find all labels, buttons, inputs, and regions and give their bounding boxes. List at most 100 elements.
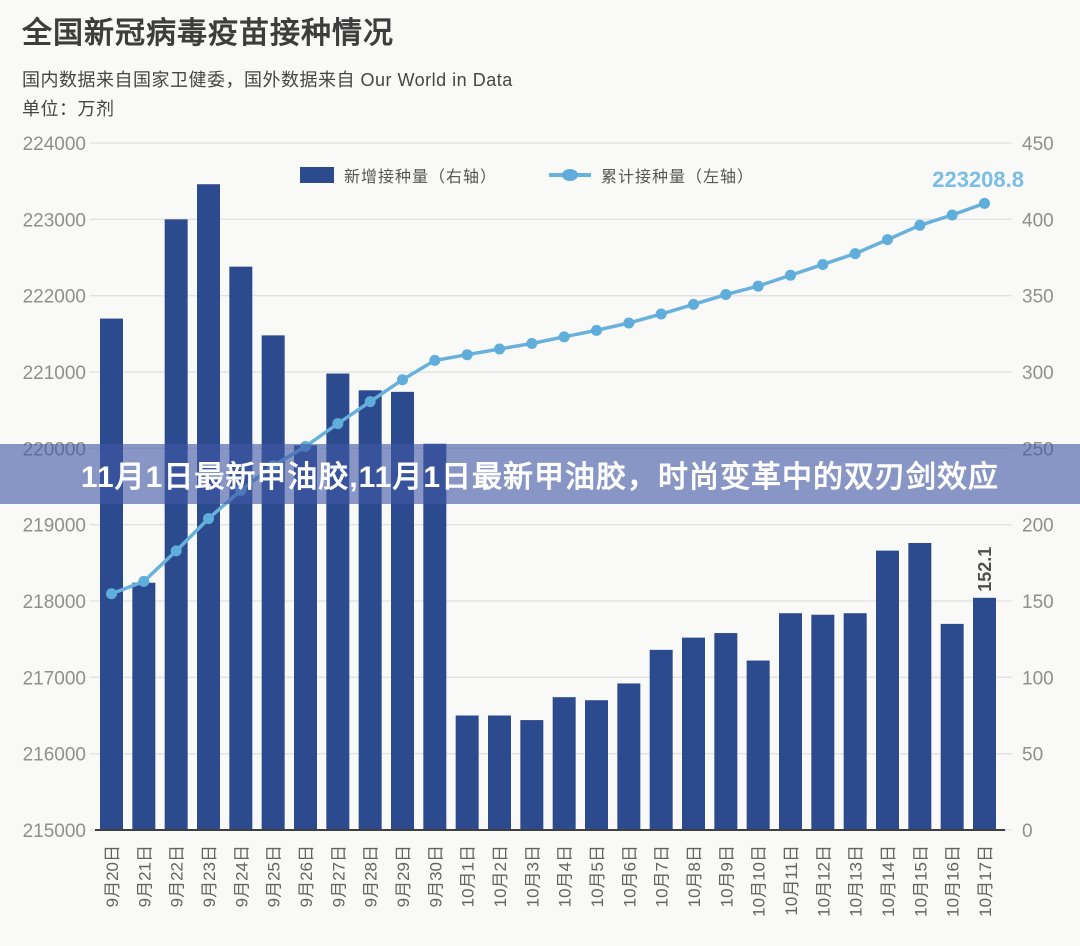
right-axis-tick-label: 450 — [1022, 134, 1054, 155]
line-point-9月20日 — [106, 588, 117, 600]
x-axis-label: 10月8日 — [685, 845, 704, 907]
x-axis-label: 10月15日 — [911, 845, 930, 917]
line-point-10月16日 — [946, 209, 958, 221]
line-point-9月22日 — [170, 545, 182, 557]
line-point-10月10日 — [752, 280, 764, 292]
x-axis-label: 10月14日 — [879, 845, 898, 917]
x-axis-label: 10月5日 — [588, 845, 607, 907]
x-axis-label: 10月17日 — [976, 845, 995, 917]
bar-10月2日 — [488, 715, 511, 830]
x-axis-label: 9月27日 — [329, 845, 348, 907]
line-point-10月13日 — [849, 248, 861, 260]
legend-line-label: 累计接种量（左轴） — [601, 169, 755, 186]
line-point-10月14日 — [882, 234, 893, 246]
line-point-10月7日 — [655, 308, 667, 320]
unit-line: 单位：万剂 — [22, 99, 115, 119]
legend-bar-label: 新增接种量（右轴） — [344, 169, 498, 186]
line-point-9月29日 — [397, 374, 408, 386]
x-axis-label: 10月2日 — [491, 845, 510, 907]
bar-10月4日 — [552, 697, 576, 830]
bar-9月24日 — [229, 266, 253, 830]
line-point-9月27日 — [332, 418, 344, 430]
page-title: 全国新冠病毒疫苗接种情况 — [22, 17, 394, 50]
bar-9月26日 — [294, 445, 317, 830]
right-axis-tick-label: 300 — [1022, 363, 1054, 384]
x-axis-label: 10月1日 — [459, 845, 478, 907]
x-axis-label: 9月21日 — [135, 845, 154, 907]
bar-9月25日 — [261, 335, 285, 830]
left-axis-tick-label: 224000 — [23, 134, 86, 155]
right-axis-tick-label: 400 — [1022, 210, 1054, 231]
right-axis-tick-label: 200 — [1022, 516, 1054, 537]
x-axis-label: 10月3日 — [523, 845, 542, 907]
x-axis-label: 10月7日 — [653, 845, 672, 907]
bar-10月9日 — [714, 633, 738, 830]
chart-header: 全国新冠病毒疫苗接种情况 国内数据来自国家卫健委，国外数据来自 Our Worl… — [22, 14, 513, 123]
line-point-10月15日 — [914, 219, 926, 231]
line-point-9月30日 — [429, 354, 441, 366]
right-axis-tick-label: 50 — [1022, 745, 1043, 766]
x-axis-label: 9月26日 — [297, 845, 316, 907]
x-axis-label: 10月9日 — [717, 845, 736, 907]
bar-10月14日 — [876, 550, 899, 830]
bar-10月10日 — [746, 660, 770, 830]
x-axis-label: 9月25日 — [265, 845, 284, 907]
left-axis-tick-label: 216000 — [23, 745, 86, 766]
left-axis-tick-label: 215000 — [23, 821, 86, 842]
bar-10月12日 — [811, 614, 835, 830]
left-axis-tick-label: 221000 — [23, 363, 86, 384]
overlay-banner: 11月1日最新甲油胶,11月1日最新甲油胶，时尚变革中的双刃剑效应 — [0, 444, 1080, 504]
bar-10月15日 — [908, 542, 932, 830]
line-point-10月6日 — [623, 317, 635, 329]
bar-10月6日 — [617, 683, 641, 830]
bar-10月3日 — [520, 720, 544, 830]
line-point-10月12日 — [817, 258, 829, 270]
legend-item-line: 累计接种量（左轴） — [549, 163, 754, 187]
x-axis-label: 10月16日 — [944, 845, 963, 917]
x-axis-label: 9月30日 — [426, 845, 445, 907]
x-axis-label: 9月29日 — [394, 845, 413, 907]
line-series-swatch — [549, 169, 592, 181]
bar-9月27日 — [326, 373, 350, 830]
x-axis-label: 10月4日 — [556, 845, 575, 907]
bar-10月13日 — [843, 613, 867, 830]
x-axis-label: 9月28日 — [362, 845, 381, 907]
line-point-10月4日 — [558, 331, 570, 343]
right-axis-tick-label: 100 — [1022, 668, 1054, 689]
line-point-10月8日 — [688, 298, 699, 310]
left-axis-tick-label: 222000 — [23, 287, 86, 308]
bar-10月8日 — [682, 637, 705, 830]
left-axis-tick-label: 217000 — [23, 668, 86, 689]
x-axis-label: 10月12日 — [814, 845, 833, 917]
x-axis-label: 10月11日 — [782, 845, 801, 916]
line-point-10月9日 — [720, 289, 732, 301]
bar-10月1日 — [455, 715, 479, 830]
bar-10月16日 — [940, 623, 964, 830]
line-point-10月1日 — [461, 349, 473, 361]
line-point-10月11日 — [785, 269, 796, 281]
last-bar-value-label: 152.1 — [975, 547, 995, 592]
bar-10月5日 — [585, 700, 608, 830]
cumulative-final-value-label: 223208.8 — [932, 167, 1024, 192]
left-axis-tick-label: 218000 — [23, 592, 86, 613]
x-axis-label: 9月23日 — [200, 845, 219, 907]
right-axis-tick-label: 0 — [1022, 821, 1033, 842]
bar-9月20日 — [100, 318, 123, 830]
x-axis-label: 9月20日 — [103, 845, 122, 907]
x-axis-label: 10月10日 — [750, 845, 769, 917]
line-point-10月5日 — [591, 324, 602, 336]
bar-9月21日 — [132, 582, 156, 830]
data-source-line: 国内数据来自国家卫健委，国外数据来自 Our World in Data — [22, 70, 513, 90]
x-axis-label: 9月22日 — [168, 845, 187, 907]
x-axis-label: 10月13日 — [847, 845, 866, 917]
left-axis-tick-label: 223000 — [23, 210, 86, 231]
line-point-10月2日 — [494, 343, 505, 355]
bar-10月17日 — [973, 597, 996, 830]
bar-9月22日 — [164, 219, 188, 831]
bar-10月7日 — [649, 649, 673, 830]
right-axis-tick-label: 350 — [1022, 287, 1054, 308]
bar-9月23日 — [197, 184, 220, 831]
legend-item-bars: 新增接种量（右轴） — [300, 163, 497, 187]
